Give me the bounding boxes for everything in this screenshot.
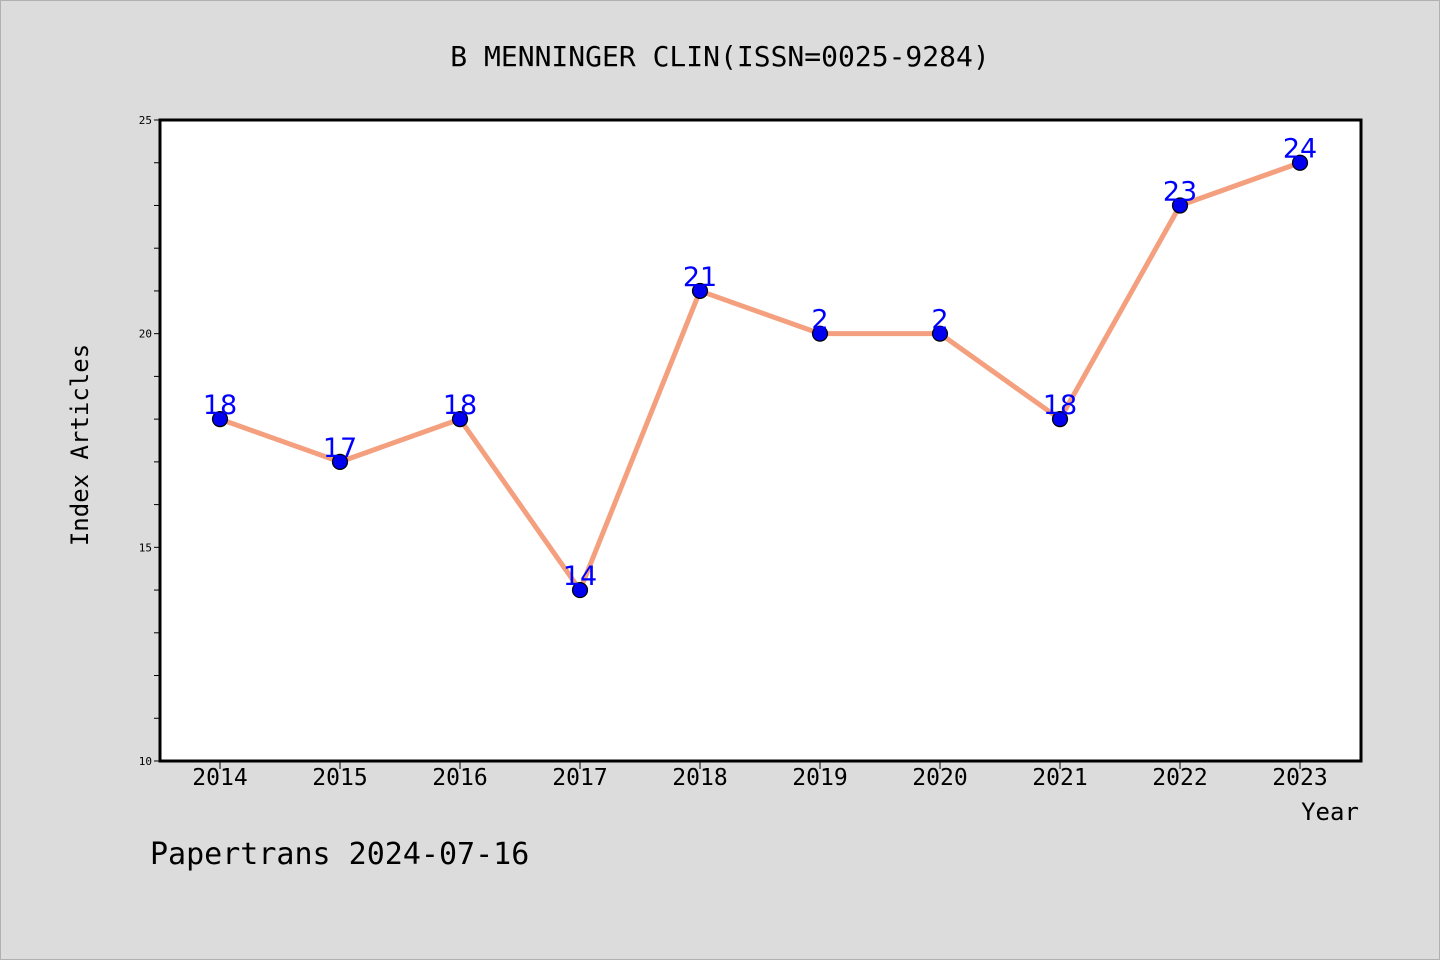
data-point xyxy=(1051,411,1069,428)
data-point xyxy=(811,325,829,342)
x-tick-label: 2015 xyxy=(312,765,367,791)
y-tick-label: 25 xyxy=(139,114,152,127)
data-point xyxy=(1171,197,1189,214)
data-labels: 18 17 18 14 21 2 2 18 23 24 xyxy=(203,134,1317,592)
y-tick-label: 20 xyxy=(139,328,152,341)
x-tick-label: 2023 xyxy=(1272,765,1327,791)
x-tick-label: 2020 xyxy=(912,765,967,791)
chart-title: B MENNINGER CLIN(ISSN=0025-9284) xyxy=(450,40,989,73)
data-label: 18 xyxy=(203,390,237,421)
data-point xyxy=(571,581,589,599)
data-point xyxy=(691,282,709,300)
y-tick-label: 15 xyxy=(139,541,152,554)
x-axis: 2014 2015 2016 2017 2018 2019 2020 2021 2022 2023 xyxy=(192,761,1328,791)
plot-area xyxy=(158,118,1363,763)
data-label: 2 xyxy=(931,305,948,336)
data-point xyxy=(931,325,949,342)
x-tick-label: 2017 xyxy=(552,765,607,791)
footer-credit: Papertrans 2024-07-16 xyxy=(150,837,529,872)
series-line xyxy=(219,160,1301,593)
data-label: 18 xyxy=(1043,390,1077,421)
data-label: 23 xyxy=(1163,176,1197,207)
y-axis: 10 15 20 25 xyxy=(139,114,160,768)
x-tick-label: 2022 xyxy=(1152,765,1207,791)
y-tick-label: 10 xyxy=(139,755,152,768)
data-label: 14 xyxy=(563,561,597,592)
data-point xyxy=(211,411,229,428)
x-tick-label: 2018 xyxy=(672,765,727,791)
x-tick-label: 2019 xyxy=(792,765,847,791)
x-tick-label: 2016 xyxy=(432,765,487,791)
x-tick-label: 2014 xyxy=(192,765,247,791)
series-markers xyxy=(211,154,1309,599)
data-point xyxy=(331,453,349,470)
x-tick-label: 2021 xyxy=(1032,765,1087,791)
x-axis-label: Year xyxy=(1301,798,1359,826)
data-label: 21 xyxy=(683,262,717,293)
data-label: 17 xyxy=(323,433,357,464)
data-label: 24 xyxy=(1283,134,1317,165)
data-point xyxy=(451,411,469,428)
data-point xyxy=(1291,154,1309,171)
data-label: 2 xyxy=(811,305,828,336)
y-axis-label: Index Articles xyxy=(66,344,94,546)
data-label: 18 xyxy=(443,390,477,421)
